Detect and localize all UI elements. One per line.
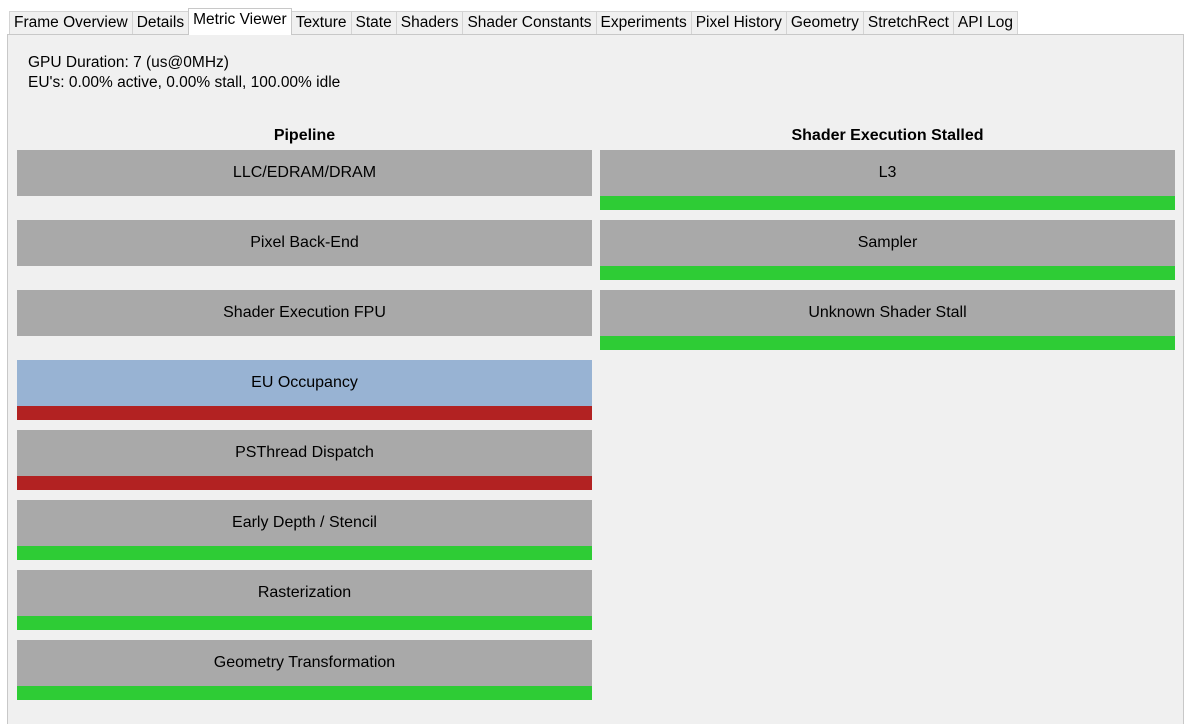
- tab-texture[interactable]: Texture: [290, 11, 352, 35]
- metric-l3[interactable]: L3: [600, 150, 1175, 210]
- metric-eu-occupancy[interactable]: EU Occupancy: [17, 360, 592, 420]
- metric-label: Pixel Back-End: [17, 220, 592, 266]
- metric-unknown-shader-stall[interactable]: Unknown Shader Stall: [600, 290, 1175, 350]
- metric-geometry-transformation[interactable]: Geometry Transformation: [17, 640, 592, 700]
- tab-shaders[interactable]: Shaders: [395, 11, 464, 35]
- metric-label: EU Occupancy: [17, 360, 592, 406]
- metric-shader-execution-fpu[interactable]: Shader Execution FPU: [17, 290, 592, 336]
- gpu-duration-text: GPU Duration: 7 (us@0MHz): [28, 54, 229, 71]
- metric-sampler[interactable]: Sampler: [600, 220, 1175, 280]
- metric-label: Shader Execution FPU: [17, 290, 592, 336]
- status-bar: [600, 336, 1175, 350]
- metric-rasterization[interactable]: Rasterization: [17, 570, 592, 630]
- stalled-title: Shader Execution Stalled: [791, 127, 984, 144]
- tab-state[interactable]: State: [350, 11, 397, 35]
- tab-metric-viewer[interactable]: Metric Viewer: [188, 8, 292, 35]
- metric-label: Sampler: [600, 220, 1175, 266]
- metric-early-depth-stencil[interactable]: Early Depth / Stencil: [17, 500, 592, 560]
- metric-label: PSThread Dispatch: [17, 430, 592, 476]
- eu-stats-text: EU's: 0.00% active, 0.00% stall, 100.00%…: [28, 74, 341, 91]
- status-bar: [600, 196, 1175, 210]
- summary: GPU Duration: 7 (us@0MHz) EU's: 0.00% ac…: [28, 53, 340, 93]
- pipeline-title: Pipeline: [273, 127, 336, 144]
- metric-viewer-panel: GPU Duration: 7 (us@0MHz) EU's: 0.00% ac…: [7, 34, 1184, 724]
- metric-label: LLC/EDRAM/DRAM: [17, 150, 592, 196]
- metric-label: Early Depth / Stencil: [17, 500, 592, 546]
- metric-label: Unknown Shader Stall: [600, 290, 1175, 336]
- status-bar: [17, 616, 592, 630]
- metric-llc-edram-dram[interactable]: LLC/EDRAM/DRAM: [17, 150, 592, 196]
- status-bar: [17, 546, 592, 560]
- status-bar: [17, 406, 592, 420]
- status-bar: [17, 686, 592, 700]
- tab-details[interactable]: Details: [131, 11, 190, 35]
- tab-experiments[interactable]: Experiments: [595, 11, 692, 35]
- status-bar: [17, 476, 592, 490]
- tab-geometry[interactable]: Geometry: [785, 11, 864, 35]
- tab-frame-overview[interactable]: Frame Overview: [9, 11, 133, 35]
- metric-label: Geometry Transformation: [17, 640, 592, 686]
- metric-pixel-back-end[interactable]: Pixel Back-End: [17, 220, 592, 266]
- tab-shader-constants[interactable]: Shader Constants: [462, 11, 597, 35]
- tab-api-log[interactable]: API Log: [952, 11, 1019, 35]
- metric-label: Rasterization: [17, 570, 592, 616]
- metric-label: L3: [600, 150, 1175, 196]
- metric-psthread-dispatch[interactable]: PSThread Dispatch: [17, 430, 592, 490]
- tab-bar: Frame Overview Details Metric Viewer Tex…: [9, 8, 1019, 35]
- tab-pixel-history[interactable]: Pixel History: [690, 11, 787, 35]
- status-bar: [600, 266, 1175, 280]
- tab-stretchrect[interactable]: StretchRect: [862, 11, 954, 35]
